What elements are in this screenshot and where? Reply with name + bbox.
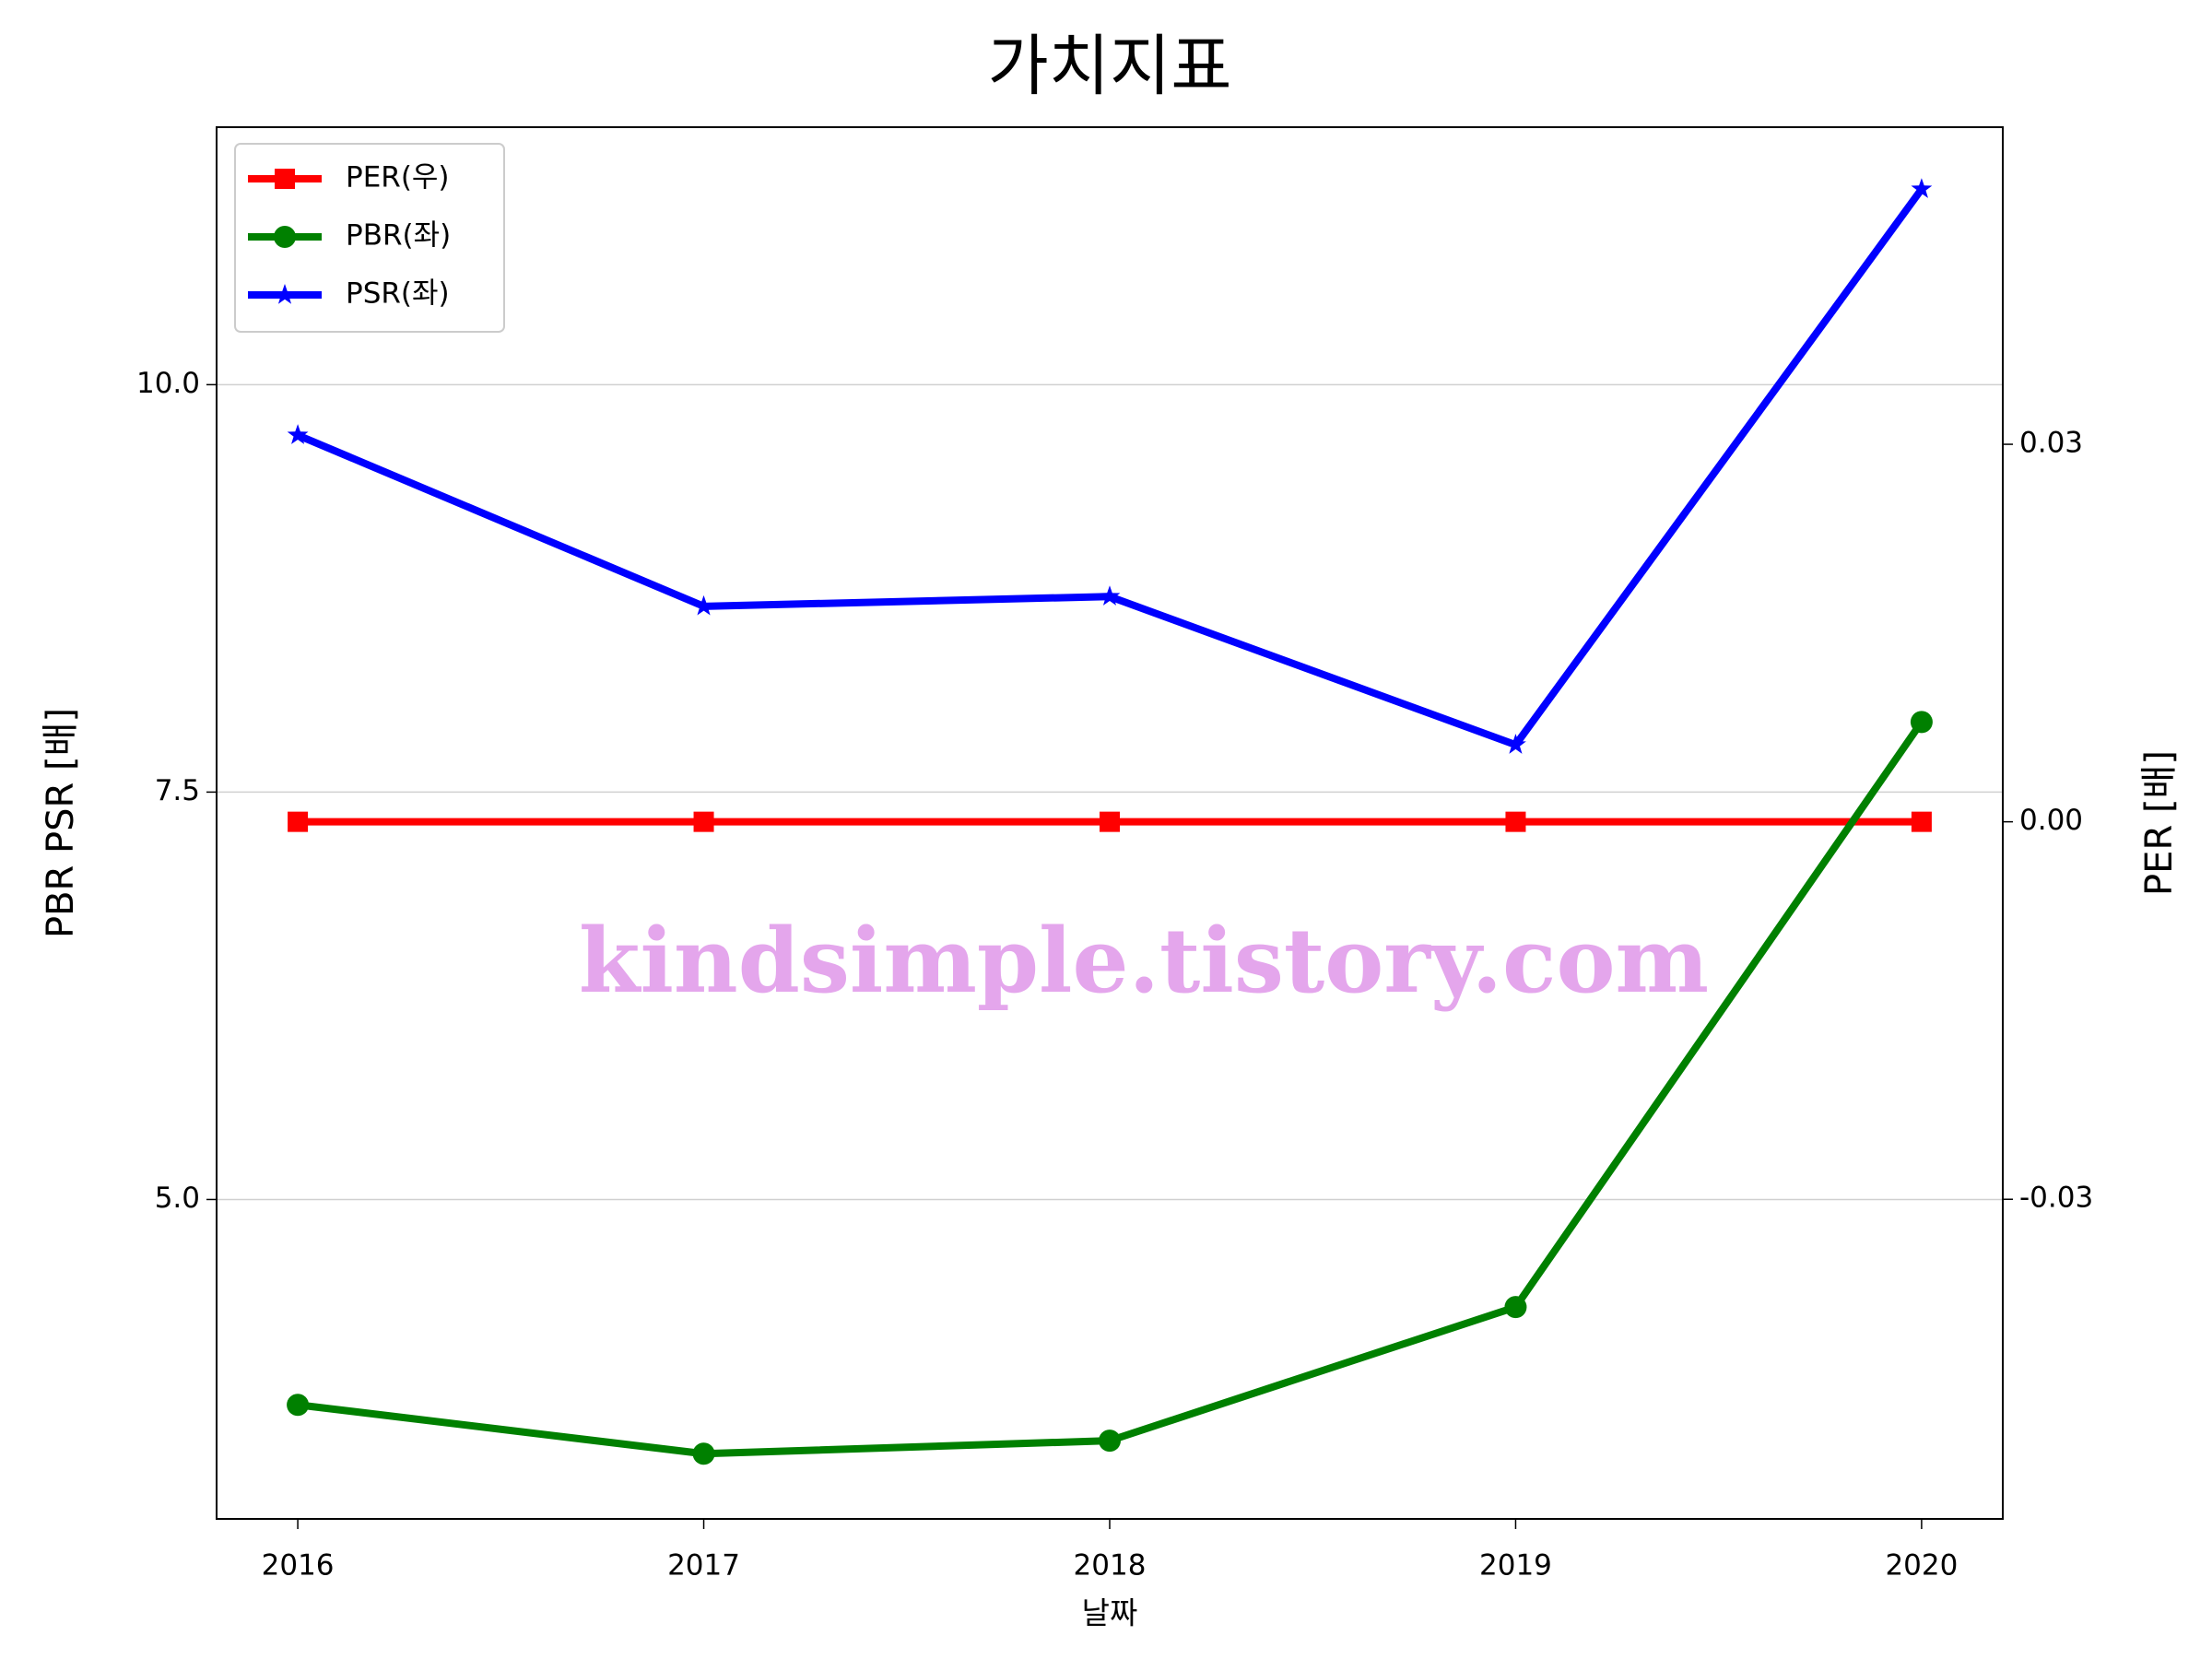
data-point: [692, 1442, 715, 1465]
legend-label: PER(우): [346, 161, 450, 194]
data-point: [1911, 178, 1933, 198]
x-axis-label: 날짜: [1082, 1595, 1138, 1631]
legend-label: PBR(좌): [346, 219, 451, 253]
y2-tick-label: 0.00: [2019, 804, 2083, 837]
data-point: [287, 424, 309, 444]
plot-frame: [216, 126, 2004, 1520]
chart-title: 가치지표: [988, 28, 1232, 105]
data-point: [693, 811, 714, 832]
legend-marker: [274, 284, 296, 304]
x-tick-label: 2017: [667, 1549, 740, 1583]
data-point: [1099, 1430, 1121, 1453]
data-point: [1099, 585, 1121, 606]
x-tick-label: 2019: [1479, 1549, 1552, 1583]
legend-label: PSR(좌): [346, 277, 450, 311]
y-tick-label: 10.0: [136, 367, 200, 400]
data-point: [1910, 711, 1933, 734]
data-point: [1100, 811, 1120, 832]
x-tick-label: 2016: [262, 1549, 335, 1583]
data-point: [693, 594, 714, 616]
data-point: [1504, 1296, 1527, 1319]
data-point: [1911, 811, 1932, 832]
y2-axis-label: PER [배]: [2138, 750, 2181, 896]
legend-box: [234, 143, 505, 333]
series-line: [296, 186, 1925, 749]
data-point: [287, 1394, 310, 1417]
data-point: [288, 811, 309, 832]
legend-marker: [275, 169, 295, 189]
y-tick-label: 5.0: [155, 1182, 200, 1215]
y2-tick-label: 0.03: [2019, 427, 2083, 460]
y-tick-label: 7.5: [155, 774, 200, 807]
y-axis-label: PBR PSR [배]: [40, 708, 82, 938]
legend-marker: [274, 226, 296, 248]
data-point: [1505, 734, 1526, 754]
y2-tick-label: -0.03: [2019, 1182, 2093, 1215]
x-tick-label: 2020: [1885, 1549, 1958, 1583]
data-point: [1505, 811, 1526, 832]
x-tick-label: 2018: [1074, 1549, 1147, 1583]
watermark: kindsimple.tistory.com: [579, 909, 1709, 1013]
